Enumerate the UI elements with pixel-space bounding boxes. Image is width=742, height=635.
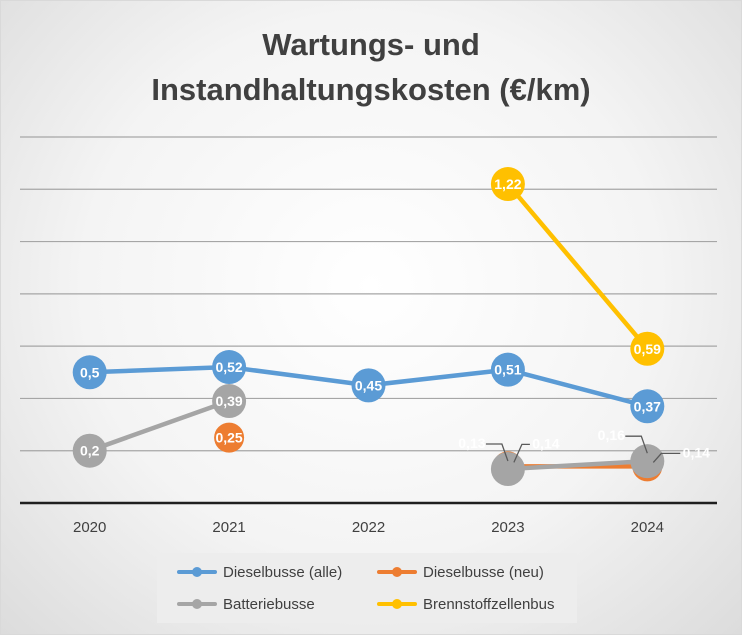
data-point	[630, 444, 665, 479]
data-point	[630, 389, 665, 424]
x-tick-label: 2020	[73, 519, 106, 536]
series-lines	[87, 181, 650, 472]
data-label: 0,2	[80, 443, 100, 459]
data-point	[490, 452, 525, 487]
legend-swatch	[175, 562, 219, 582]
x-axis: 2020 2021 2022 2023 2024	[20, 501, 717, 536]
label-leader-line	[625, 435, 648, 454]
data-label: 1,22	[494, 176, 521, 192]
data-point	[72, 433, 107, 468]
data-point	[214, 422, 245, 453]
x-tick-label: 2023	[491, 519, 524, 536]
series-line	[505, 458, 650, 472]
legend-label: Dieselbusse (alle)	[223, 563, 343, 581]
data-point	[630, 331, 665, 366]
legend-label: Dieselbusse (neu)	[423, 563, 544, 581]
data-point	[212, 350, 247, 385]
legend-swatch	[375, 562, 419, 582]
legend-swatch-marker	[192, 599, 202, 609]
series-line	[87, 398, 232, 453]
legend-label: Brennstoffzellenbus	[423, 595, 555, 613]
data-label: 0,45	[355, 377, 382, 393]
legend-item: Dieselbusse (neu)	[375, 562, 544, 582]
legend-item: Batteriebusse	[175, 594, 315, 614]
data-label: 0,37	[634, 398, 661, 414]
series-line	[87, 364, 232, 375]
data-label: 0,16	[598, 427, 625, 443]
chart-title-line-1: Wartungs- und	[262, 27, 480, 62]
label-leader-line	[652, 452, 681, 463]
data-point	[490, 167, 525, 202]
label-leader-line	[485, 443, 509, 462]
data-point	[212, 384, 247, 419]
x-tick-label: 2022	[352, 519, 385, 536]
data-points	[72, 167, 665, 487]
label-leader-line	[513, 443, 530, 463]
legend-label: Batteriebusse	[223, 595, 315, 613]
legend-swatch-marker	[392, 567, 402, 577]
legend-item: Brennstoffzellenbus	[375, 594, 554, 614]
data-label: 0,14	[683, 444, 710, 460]
legend-swatch-marker	[192, 567, 202, 577]
data-point	[72, 355, 107, 390]
data-label: 0,13	[458, 435, 485, 451]
chart-title-line-2: Instandhaltungskosten (€/km)	[151, 72, 591, 107]
data-labels: 0,5 0,52 0,45 0,51 0,37 0,25 0,14 0,14 0,2 0,39 0,…	[80, 176, 710, 463]
x-tick-label: 2024	[631, 519, 664, 536]
series-line	[505, 181, 650, 352]
data-label: 0,39	[215, 393, 242, 409]
data-label: 0,25	[215, 430, 242, 446]
legend-swatch-marker	[392, 599, 402, 609]
data-label: 0,5	[80, 364, 100, 380]
data-point	[351, 368, 386, 403]
data-label: 0,51	[494, 362, 521, 378]
gridlines	[20, 136, 717, 452]
series-line	[505, 367, 650, 409]
series-line	[366, 367, 511, 388]
series-line	[226, 364, 371, 388]
legend-swatch	[175, 594, 219, 614]
data-point	[490, 352, 525, 387]
data-label: 0,14	[532, 435, 559, 451]
x-tick-label: 2021	[212, 519, 245, 536]
legend-item: Dieselbusse (alle)	[175, 562, 342, 582]
chart-title: Wartungs- und Instandhaltungskosten (€/k…	[0, 22, 742, 112]
legend-swatch	[375, 594, 419, 614]
legend: Dieselbusse (alle) Dieselbusse (neu) Batte…	[157, 553, 577, 623]
data-label: 0,52	[215, 359, 242, 375]
data-label: 0,59	[634, 341, 661, 357]
